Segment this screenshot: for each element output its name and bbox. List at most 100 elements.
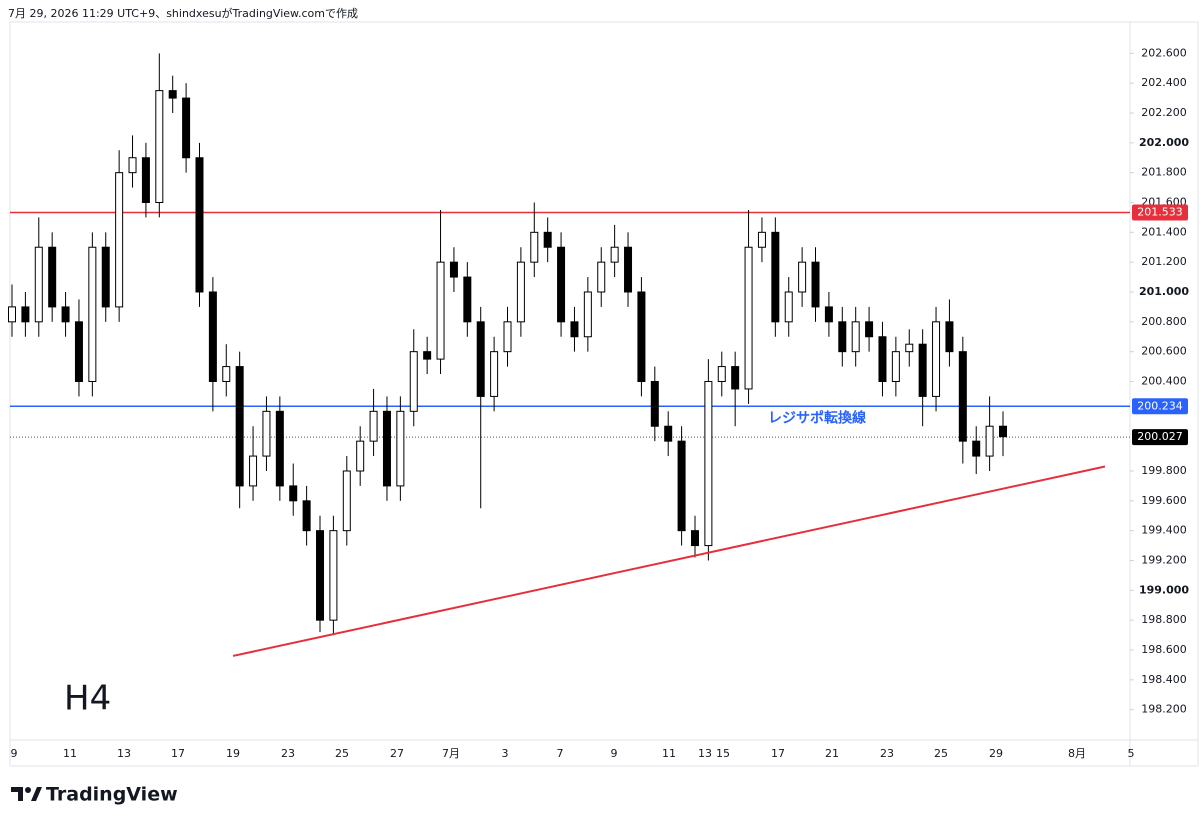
candle-body <box>664 425 673 442</box>
candle-body <box>771 231 780 323</box>
candle-body <box>972 440 981 457</box>
x-tick-label: 17 <box>171 747 185 760</box>
candle-body <box>34 246 43 323</box>
candle-body <box>557 246 566 323</box>
y-tick-label: 200.800 <box>1141 315 1187 328</box>
header: 7月 29, 2026 11:29 UTC+9、shindxesuがTradin… <box>8 6 358 20</box>
candle-body <box>918 343 927 397</box>
candle-body <box>208 291 217 382</box>
x-tick-label: 3 <box>502 747 509 760</box>
candle-body <box>610 246 619 263</box>
candle-body <box>155 90 164 203</box>
candle-body <box>583 291 592 338</box>
candle-body <box>74 321 83 382</box>
y-tick-label: 201.200 <box>1141 255 1187 268</box>
price-label-box <box>1132 429 1188 446</box>
candle-body <box>396 410 405 487</box>
candle-body <box>21 306 30 323</box>
candle-body <box>637 291 646 382</box>
candle-body <box>905 343 914 353</box>
candle-body <box>235 366 244 487</box>
x-tick-label: 9 <box>611 747 618 760</box>
candle-body <box>48 246 57 308</box>
y-tick-label: 198.800 <box>1141 613 1187 626</box>
x-tick-label: 5 <box>1128 747 1135 760</box>
y-tick-label: 202.400 <box>1141 76 1187 89</box>
logo-icon <box>31 787 42 801</box>
x-tick-label: 23 <box>880 747 894 760</box>
candle-body <box>449 261 458 278</box>
candle-body <box>717 366 726 382</box>
x-tick-label: 11 <box>63 747 77 760</box>
candle-body <box>744 246 753 390</box>
logo-icon <box>25 787 31 793</box>
y-tick-label: 199.000 <box>1139 583 1189 596</box>
candle-body <box>262 410 271 457</box>
brand-logo: TradingView <box>11 784 178 806</box>
candle-body <box>624 246 633 293</box>
timeframe-label: H4 <box>64 679 111 719</box>
candle-body <box>289 485 298 502</box>
y-tick-label: 198.200 <box>1141 703 1187 716</box>
y-tick-label: 198.600 <box>1141 643 1187 656</box>
candle-body <box>141 157 150 203</box>
y-tick-label: 199.400 <box>1141 524 1187 537</box>
price-label: 200.027 <box>1137 430 1183 443</box>
candle-body <box>490 351 499 397</box>
y-tick-label: 201.400 <box>1141 225 1187 238</box>
candle-body <box>195 157 204 293</box>
candle-body <box>115 172 124 308</box>
candle-body <box>650 380 659 427</box>
candle-body <box>677 440 686 532</box>
y-tick-label: 198.400 <box>1141 673 1187 686</box>
candle-body <box>731 366 740 390</box>
candle-body <box>704 380 713 547</box>
candle-body <box>101 246 110 308</box>
candle-body <box>409 351 418 412</box>
candle-body <box>302 500 311 532</box>
candle-body <box>543 231 552 248</box>
candle-body <box>61 306 70 323</box>
candle-body <box>249 455 258 487</box>
candle-body <box>168 90 177 99</box>
price-label: 200.234 <box>1137 399 1183 412</box>
candle-body <box>985 425 994 457</box>
y-tick-label: 202.200 <box>1141 106 1187 119</box>
x-tick-label: 8月 <box>1068 747 1086 760</box>
candle-body <box>784 291 793 323</box>
candle-body <box>342 470 351 532</box>
candle-body <box>999 425 1007 438</box>
candle-body <box>503 321 512 353</box>
candle-body <box>316 530 325 621</box>
x-tick-label: 7 <box>557 747 564 760</box>
x-tick-label: 19 <box>226 747 240 760</box>
candle-body <box>690 530 699 547</box>
price-label-box <box>1132 398 1188 415</box>
candle-body <box>878 336 887 382</box>
candle-body <box>891 351 900 382</box>
candle-body <box>958 351 967 442</box>
candle-body <box>182 97 191 159</box>
y-tick-label: 199.600 <box>1141 494 1187 507</box>
candle-body <box>824 306 833 323</box>
candle-body <box>463 276 472 323</box>
candle-body <box>570 321 579 338</box>
candle-body <box>8 306 16 323</box>
x-tick-label: 25 <box>335 747 349 760</box>
candle-body <box>369 410 378 442</box>
x-tick-label: 29 <box>989 747 1003 760</box>
y-tick-label: 200.400 <box>1141 374 1187 387</box>
y-tick-label: 202.000 <box>1139 136 1189 149</box>
x-tick-label: 21 <box>825 747 839 760</box>
logo-icon <box>11 787 23 801</box>
y-tick-label: 199.800 <box>1141 464 1187 477</box>
y-tick-label: 199.200 <box>1141 553 1187 566</box>
x-tick-label: 27 <box>390 747 404 760</box>
candle-body <box>128 157 137 174</box>
candle-body <box>865 321 874 338</box>
x-tick-label: 23 <box>281 747 295 760</box>
price-label: 201.533 <box>1137 205 1183 218</box>
y-tick-label: 201.800 <box>1141 166 1187 179</box>
